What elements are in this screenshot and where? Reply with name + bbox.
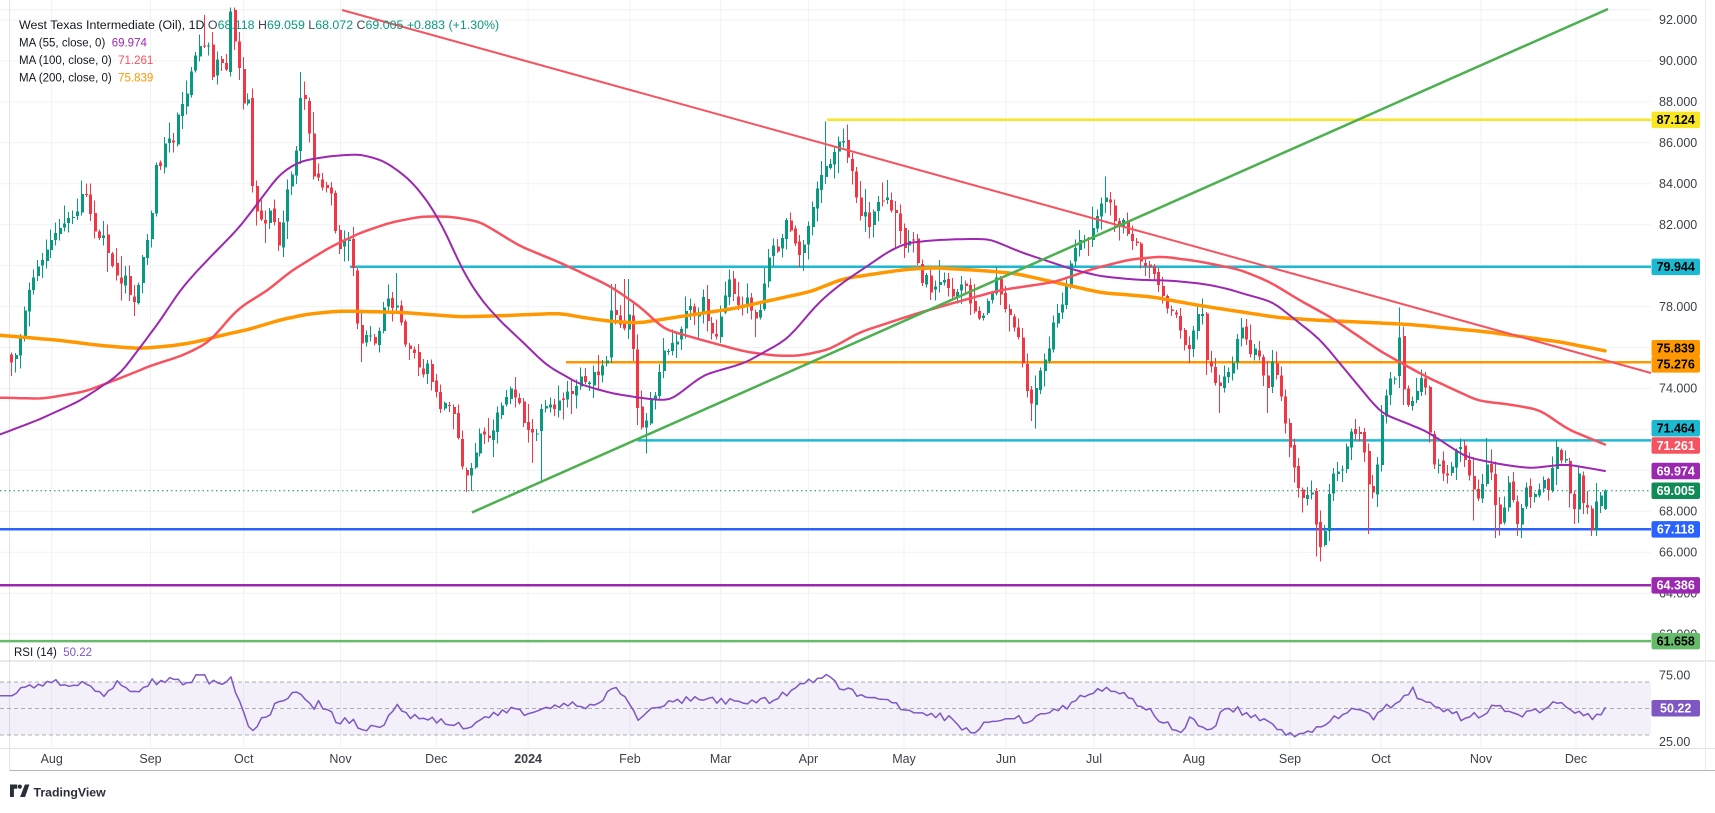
svg-text:78.000: 78.000 [1659,300,1697,314]
svg-text:75.276: 75.276 [1657,358,1695,372]
svg-text:75.839: 75.839 [1657,342,1695,356]
svg-text:TradingView: TradingView [34,786,107,800]
svg-text:MA (200, close, 0) 75.839: MA (200, close, 0) 75.839 [19,73,153,85]
svg-text:84.000: 84.000 [1659,177,1697,191]
svg-text:86.000: 86.000 [1659,136,1697,150]
svg-text:Feb: Feb [619,752,641,766]
svg-text:88.000: 88.000 [1659,95,1697,109]
svg-text:25.00: 25.00 [1659,735,1690,749]
svg-text:West Texas Intermediate (Oil),: West Texas Intermediate (Oil), 1D O68.11… [19,18,499,32]
svg-text:Nov: Nov [329,752,352,766]
svg-text:71.261: 71.261 [1657,439,1695,453]
svg-text:Oct: Oct [1371,752,1391,766]
svg-text:66.000: 66.000 [1659,545,1697,559]
svg-text:Mar: Mar [710,752,732,766]
svg-text:90.000: 90.000 [1659,54,1697,68]
svg-text:Jun: Jun [996,752,1016,766]
svg-text:68.000: 68.000 [1659,505,1697,519]
svg-text:Nov: Nov [1470,752,1493,766]
svg-text:69.974: 69.974 [1657,464,1695,478]
svg-text:May: May [892,752,916,766]
svg-text:92.000: 92.000 [1659,13,1697,27]
svg-text:75.00: 75.00 [1659,669,1690,683]
svg-text:Dec: Dec [1565,752,1587,766]
svg-text:2024: 2024 [514,752,542,766]
svg-text:50.22: 50.22 [1660,702,1691,716]
svg-text:67.118: 67.118 [1657,523,1695,537]
svg-text:Jul: Jul [1086,752,1102,766]
svg-text:Aug: Aug [41,752,63,766]
svg-text:MA (55, close, 0) 69.974: MA (55, close, 0) 69.974 [19,38,147,50]
svg-text:61.658: 61.658 [1657,635,1695,649]
svg-text:71.464: 71.464 [1657,422,1695,436]
svg-text:Oct: Oct [234,752,254,766]
svg-text:82.000: 82.000 [1659,218,1697,232]
svg-text:MA (100, close, 0) 71.261: MA (100, close, 0) 71.261 [19,55,153,67]
svg-text:69.005: 69.005 [1657,484,1695,498]
svg-text:79.944: 79.944 [1657,260,1695,274]
svg-text:Aug: Aug [1183,752,1205,766]
svg-text:Sep: Sep [1279,752,1301,766]
svg-text:Apr: Apr [799,752,818,766]
svg-text:RSI (14) 50.22: RSI (14) 50.22 [14,647,92,659]
svg-text:64.386: 64.386 [1657,579,1695,593]
svg-text:Dec: Dec [425,752,447,766]
svg-text:Sep: Sep [139,752,161,766]
svg-text:74.000: 74.000 [1659,382,1697,396]
svg-text:87.124: 87.124 [1657,113,1695,127]
